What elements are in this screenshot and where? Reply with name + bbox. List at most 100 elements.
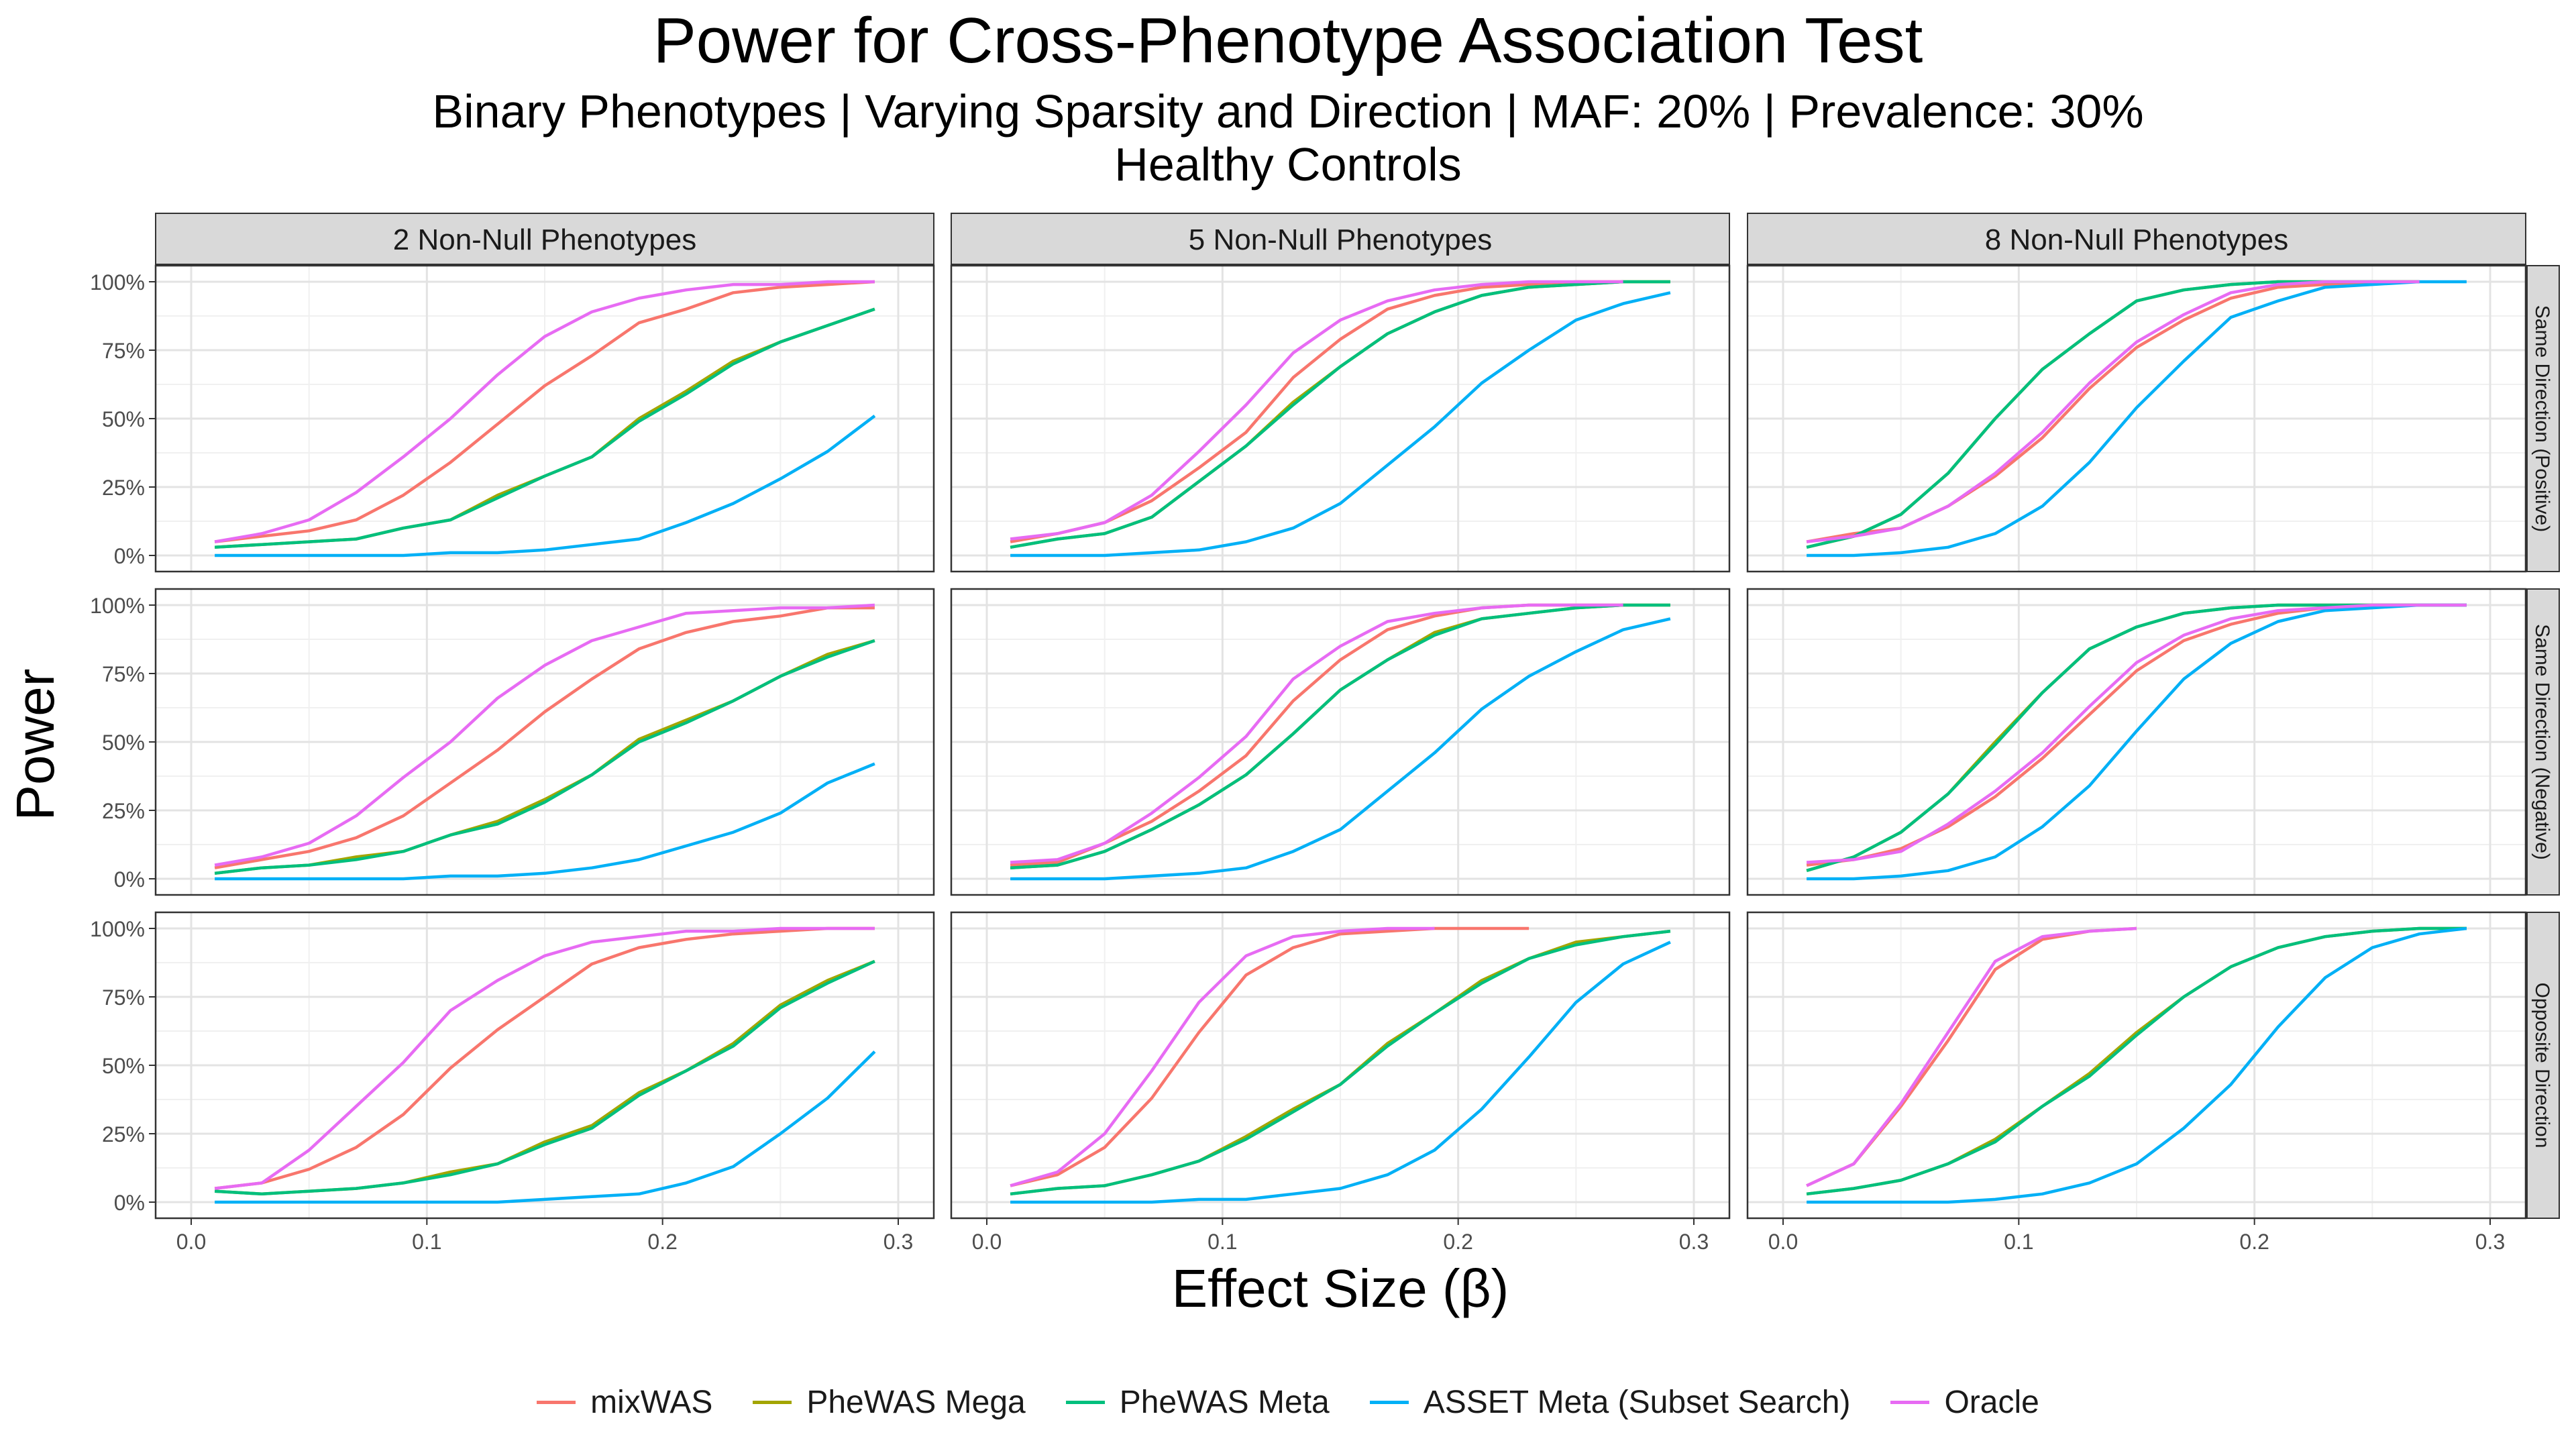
- x-tick-label: 0.3: [1679, 1230, 1709, 1254]
- y-tick-label: 100%: [90, 594, 145, 618]
- series-line-asset-meta-subset-search: [1010, 617, 1671, 881]
- y-tick-label: 100%: [90, 917, 145, 941]
- series-line-phewas-meta: [1010, 929, 1671, 1196]
- y-tick-label: 50%: [102, 407, 145, 431]
- series-line-phewas-meta: [214, 307, 875, 549]
- y-tick-label: 0%: [114, 544, 145, 568]
- series-line-mixwas: [214, 926, 875, 1190]
- legend-key-phewas-meta: [1065, 1400, 1105, 1404]
- series-line-oracle: [1806, 603, 2467, 864]
- y-tick-label: 25%: [102, 1122, 145, 1146]
- chart-subtitle: Binary Phenotypes | Varying Sparsity and…: [432, 85, 2144, 138]
- chart-subtitle-2: Healthy Controls: [1114, 138, 1462, 191]
- panel-r3-c3: 0.0 0.1 0.2 0.3: [1746, 911, 2527, 1254]
- facet-label-col-3: 8 Non-Null Phenotypes: [1985, 223, 2288, 256]
- series-line-oracle: [214, 280, 875, 543]
- x-tick-label: 0.3: [2475, 1230, 2505, 1254]
- y-tick-label: 50%: [102, 731, 145, 755]
- series-line-asset-meta-subset-search: [1807, 926, 2467, 1204]
- series-line-phewas-meta: [214, 639, 875, 875]
- legend-key-oracle: [1890, 1400, 1930, 1404]
- legend-item-oracle: Oracle: [1890, 1384, 2039, 1421]
- x-tick-label: 0.2: [1443, 1230, 1472, 1254]
- panel-r2-c1: 0% 25% 50% 75% 100%: [90, 588, 935, 896]
- facet-strip-row-1: [2526, 265, 2560, 572]
- x-tick-label: 0.0: [176, 1230, 206, 1254]
- x-axis-title: Effect Size (β): [1172, 1258, 1509, 1318]
- x-tick-label: 0.1: [412, 1230, 441, 1254]
- facet-label-row-1: Same Direction (Positive): [2531, 305, 2553, 532]
- facet-label-col-2: 5 Non-Null Phenotypes: [1189, 223, 1492, 256]
- series-line-phewas-meta: [1010, 603, 1670, 869]
- series-line-oracle: [214, 603, 875, 867]
- series-line-asset-meta-subset-search: [215, 762, 875, 881]
- y-tick-label: 25%: [102, 799, 145, 823]
- facet-strip-row-2: [2526, 588, 2560, 896]
- x-tick-label: 0.0: [972, 1230, 1002, 1254]
- series-line-asset-meta-subset-search: [1807, 603, 2467, 881]
- y-axis-title: Power: [5, 669, 65, 821]
- panel-border: [950, 588, 1731, 896]
- legend-label-phewas-meta: PheWAS Meta: [1119, 1384, 1330, 1420]
- y-tick-label: 75%: [102, 339, 145, 363]
- series-line-asset-meta-subset-search: [1807, 280, 2467, 557]
- chart-title: Power for Cross-Phenotype Association Te…: [653, 5, 1923, 76]
- y-tick-label: 25%: [102, 476, 145, 500]
- y-tick-label: 0%: [114, 867, 145, 892]
- legend-label-asset-meta: ASSET Meta (Subset Search): [1423, 1384, 1851, 1420]
- x-tick-label: 0.2: [647, 1230, 677, 1254]
- series-line-asset-meta-subset-search: [1010, 291, 1671, 557]
- panel-r1-c3: [1746, 264, 2527, 573]
- y-tick-label: 75%: [102, 662, 145, 686]
- series-line-asset-meta-subset-search: [1010, 941, 1671, 1204]
- series-line-oracle: [1806, 280, 2420, 543]
- legend: mixWAS PheWAS Mega PheWAS Meta ASSET Met…: [0, 1379, 2576, 1426]
- panel-border: [1746, 588, 2527, 896]
- series-line-mixwas: [1010, 926, 1529, 1187]
- facet-label-row-2: Same Direction (Negative): [2531, 624, 2553, 860]
- panel-border: [1746, 911, 2527, 1220]
- facet-label-row-3: Opposite Direction: [2531, 983, 2553, 1148]
- series-line-mixwas: [214, 606, 875, 869]
- panel-r3-c2: 0.0 0.1 0.2 0.3: [950, 911, 1731, 1254]
- y-tick-label: 0%: [114, 1191, 145, 1215]
- series-line-mixwas: [214, 280, 875, 543]
- series-line-oracle: [214, 926, 875, 1190]
- panel-r1-c1: 0% 25% 50% 75% 100%: [90, 264, 935, 573]
- legend-key-asset-meta: [1369, 1400, 1409, 1404]
- legend-key-phewas-mega: [753, 1400, 792, 1404]
- facet-label-col-1: 2 Non-Null Phenotypes: [393, 223, 696, 256]
- series-line-oracle: [1010, 603, 1623, 864]
- series-line-phewas-meta: [1806, 926, 2467, 1196]
- facet-strip-col-2: [951, 213, 1730, 265]
- panel-r2-c2: [950, 588, 1731, 896]
- series-line-phewas-meta: [1010, 280, 1670, 549]
- y-tick-label: 100%: [90, 270, 145, 294]
- x-tick-label: 0.1: [2004, 1230, 2033, 1254]
- legend-label-oracle: Oracle: [1944, 1384, 2039, 1420]
- panel-border: [1746, 264, 2527, 573]
- panel-border: [950, 911, 1731, 1220]
- series-line-asset-meta-subset-search: [215, 1050, 876, 1204]
- y-tick-label: 75%: [102, 985, 145, 1010]
- x-tick-label: 0.3: [883, 1230, 913, 1254]
- series-line-oracle: [1010, 280, 1623, 541]
- facet-strip-col-1: [155, 213, 934, 265]
- legend-item-mixwas: mixWAS: [537, 1384, 712, 1421]
- legend-label-phewas-mega: PheWAS Mega: [806, 1384, 1026, 1420]
- x-tick-label: 0.2: [2239, 1230, 2269, 1254]
- panel-border: [950, 264, 1731, 573]
- x-tick-label: 0.0: [1768, 1230, 1798, 1254]
- legend-label-mixwas: mixWAS: [590, 1384, 713, 1420]
- facet-strip-col-3: [1747, 213, 2526, 265]
- facet-strip-row-3: [2526, 912, 2560, 1219]
- series-line-asset-meta-subset-search: [215, 415, 876, 557]
- panel-r1-c2: [950, 264, 1731, 573]
- legend-item-phewas-meta: PheWAS Meta: [1065, 1384, 1330, 1421]
- panel-r2-c3: [1746, 588, 2527, 896]
- series-line-oracle: [1806, 926, 2137, 1187]
- panel-r3-c1: 0% 25% 50% 75% 100% 0.0 0.1 0.2 0.3: [90, 911, 935, 1254]
- legend-key-mixwas: [537, 1400, 576, 1404]
- x-tick-label: 0.1: [1208, 1230, 1237, 1254]
